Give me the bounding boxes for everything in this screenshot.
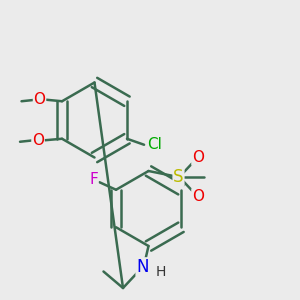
Text: F: F <box>89 172 98 187</box>
Text: O: O <box>192 189 204 204</box>
Text: S: S <box>173 168 184 186</box>
Text: H: H <box>155 265 166 278</box>
Text: O: O <box>32 133 44 148</box>
Text: Cl: Cl <box>147 137 162 152</box>
Text: O: O <box>192 150 204 165</box>
Text: O: O <box>34 92 46 107</box>
Text: N: N <box>136 258 149 276</box>
